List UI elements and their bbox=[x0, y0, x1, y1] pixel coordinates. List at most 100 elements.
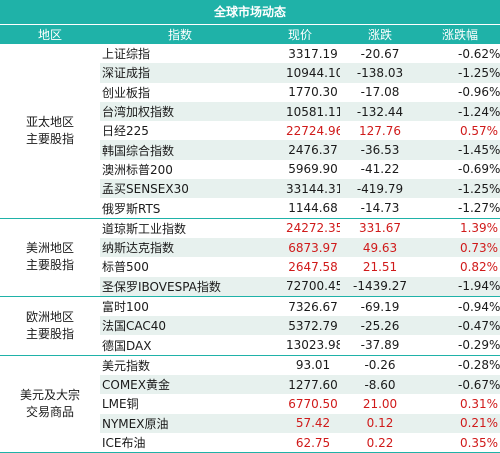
index-change: -419.79 bbox=[340, 179, 420, 199]
index-change-pct: 0.31% bbox=[459, 396, 499, 411]
region-label-line1: 欧洲地区 bbox=[25, 309, 74, 324]
table-row: COMEX黄金 1277.60 -8.60 -0.67% bbox=[0, 375, 500, 395]
index-name: 美元指数 bbox=[102, 358, 151, 373]
index-name: 法国CAC40 bbox=[100, 316, 260, 336]
index-change-pct: 0.21% bbox=[420, 413, 500, 433]
index-change-pct: 0.35% bbox=[420, 432, 500, 453]
table-row: 法国CAC40 5372.79 -25.26 -0.47% bbox=[0, 316, 500, 336]
index-price: 2476.37 bbox=[260, 140, 340, 160]
region-label-line1: 亚太地区 bbox=[25, 114, 74, 129]
table-body: 亚太地区 主要股指 上证综指 3317.19 -20.67 -0.62% 深证成指 10944… bbox=[0, 44, 500, 453]
header-region: 地区 bbox=[0, 24, 100, 44]
table-row: 美洲地区 主要股指 道琼斯工业指数 24272.35 331.67 1.39% bbox=[0, 218, 500, 297]
index-name: 韩国综合指数 bbox=[100, 140, 260, 160]
index-price: 33144.31 bbox=[260, 179, 340, 199]
table-row: 德国DAX 13023.98 -37.89 -0.29% bbox=[0, 335, 500, 356]
index-change: -25.26 bbox=[340, 316, 420, 336]
index-name: 德国DAX bbox=[100, 335, 260, 356]
table-row: 亚太地区 主要股指 上证综指 3317.19 -20.67 -0.62% bbox=[0, 44, 500, 219]
table-row: 深证成指 10944.10 -138.03 -1.25% bbox=[0, 63, 500, 83]
index-price: 1770.30 bbox=[288, 85, 338, 100]
index-price: 10944.10 bbox=[260, 63, 340, 83]
header-change: 涨跌 bbox=[340, 24, 420, 44]
index-name: NYMEX原油 bbox=[100, 413, 260, 433]
index-change-pct: -1.45% bbox=[420, 140, 500, 160]
index-change: 0.22 bbox=[340, 432, 420, 453]
table-row: 俄罗斯RTS 1144.68 -14.73 -1.27% bbox=[0, 198, 500, 219]
index-change-pct: -1.94% bbox=[420, 276, 500, 297]
index-name: 圣保罗IBOVESPA指数 bbox=[100, 276, 260, 297]
index-name: 澳洲标普200 bbox=[102, 162, 173, 177]
region-cell: 美洲地区 主要股指 bbox=[0, 218, 100, 297]
table-row: 澳洲标普200 5969.90 -41.22 -0.69% bbox=[0, 160, 500, 179]
region-label-line1: 美元及大宗 bbox=[19, 387, 80, 402]
index-name: 日经225 bbox=[102, 124, 149, 139]
index-change: 21.00 bbox=[362, 396, 398, 411]
index-name: 台湾加权指数 bbox=[100, 101, 260, 122]
index-price: 13023.98 bbox=[260, 335, 340, 356]
index-change-pct: -0.28% bbox=[458, 358, 500, 373]
index-price: 6770.50 bbox=[288, 396, 338, 411]
index-change-pct: -0.94% bbox=[458, 299, 500, 314]
index-change: -8.60 bbox=[340, 375, 420, 395]
index-change-pct: 1.39% bbox=[459, 221, 499, 236]
index-change: -132.44 bbox=[340, 101, 420, 122]
index-price: 5969.90 bbox=[288, 162, 338, 177]
index-change: -69.19 bbox=[360, 299, 400, 314]
index-name: 深证成指 bbox=[100, 63, 260, 83]
table-title: 全球市场动态 bbox=[0, 0, 500, 24]
header-row: 地区 指数 现价 涨跌 涨跌幅 bbox=[0, 24, 500, 44]
index-price: 10581.11 bbox=[260, 101, 340, 122]
index-change: -17.08 bbox=[360, 85, 400, 100]
index-name: ICE布油 bbox=[100, 432, 260, 453]
region-label-line2: 主要股指 bbox=[25, 131, 74, 146]
region-cell: 亚太地区 主要股指 bbox=[0, 44, 100, 219]
header-pct: 涨跌幅 bbox=[420, 24, 500, 44]
region-label-line2: 主要股指 bbox=[25, 258, 74, 273]
market-table: 地区 指数 现价 涨跌 涨跌幅 亚太地区 主要股指 上证综指 3317.19 -20.6… bbox=[0, 24, 500, 453]
region-cell: 欧洲地区 主要股指 bbox=[0, 296, 100, 356]
index-change: -41.22 bbox=[360, 162, 400, 177]
index-price: 2647.58 bbox=[288, 259, 338, 274]
table-row: 韩国综合指数 2476.37 -36.53 -1.45% bbox=[0, 140, 500, 160]
index-name: 创业板指 bbox=[102, 85, 151, 100]
table-row: 台湾加权指数 10581.11 -132.44 -1.24% bbox=[0, 101, 500, 122]
table-row: 欧洲地区 主要股指 富时100 7326.67 -69.19 -0.94% bbox=[0, 296, 500, 356]
index-price: 93.01 bbox=[295, 358, 331, 373]
header-price: 现价 bbox=[260, 24, 340, 44]
index-price: 3317.19 bbox=[288, 46, 338, 61]
region-label-line2: 交易商品 bbox=[25, 404, 74, 419]
table-row: 纳斯达克指数 6873.97 49.63 0.73% bbox=[0, 237, 500, 258]
table-row: LME铜 6770.50 21.00 0.31% bbox=[0, 394, 500, 413]
index-name: COMEX黄金 bbox=[100, 375, 260, 395]
table-row: 标普500 2647.58 21.51 0.82% bbox=[0, 257, 500, 276]
region-label-line2: 主要股指 bbox=[25, 326, 74, 341]
index-name: 孟买SENSEX30 bbox=[100, 179, 260, 199]
index-name: 纳斯达克指数 bbox=[100, 237, 260, 258]
index-price: 5372.79 bbox=[260, 316, 340, 336]
table-row: 创业板指 1770.30 -17.08 -0.96% bbox=[0, 83, 500, 102]
index-price: 22724.96 bbox=[286, 123, 340, 138]
index-name: 标普500 bbox=[102, 260, 149, 275]
index-change: -36.53 bbox=[340, 140, 420, 160]
index-name: 俄罗斯RTS bbox=[100, 198, 260, 219]
index-name: 富时100 bbox=[102, 300, 149, 314]
index-change: 49.63 bbox=[340, 237, 420, 258]
index-price: 6873.97 bbox=[260, 237, 340, 258]
index-change-pct: -0.69% bbox=[458, 162, 500, 177]
index-price: 62.75 bbox=[260, 432, 340, 453]
index-change-pct: -1.25% bbox=[420, 179, 500, 199]
index-change-pct: -1.24% bbox=[420, 101, 500, 122]
index-price: 24272.35 bbox=[286, 221, 340, 236]
table-row: 孟买SENSEX30 33144.31 -419.79 -1.25% bbox=[0, 179, 500, 199]
index-change: -14.73 bbox=[340, 198, 420, 219]
index-price: 7326.67 bbox=[288, 299, 338, 314]
region-cell: 美元及大宗 交易商品 bbox=[0, 355, 100, 453]
table-row: 日经225 22724.96 127.76 0.57% bbox=[0, 121, 500, 140]
index-change-pct: -0.67% bbox=[420, 375, 500, 395]
index-change: -0.26 bbox=[364, 358, 396, 373]
header-index: 指数 bbox=[100, 24, 260, 44]
index-change-pct: -0.47% bbox=[420, 316, 500, 336]
index-change: -37.89 bbox=[340, 335, 420, 356]
